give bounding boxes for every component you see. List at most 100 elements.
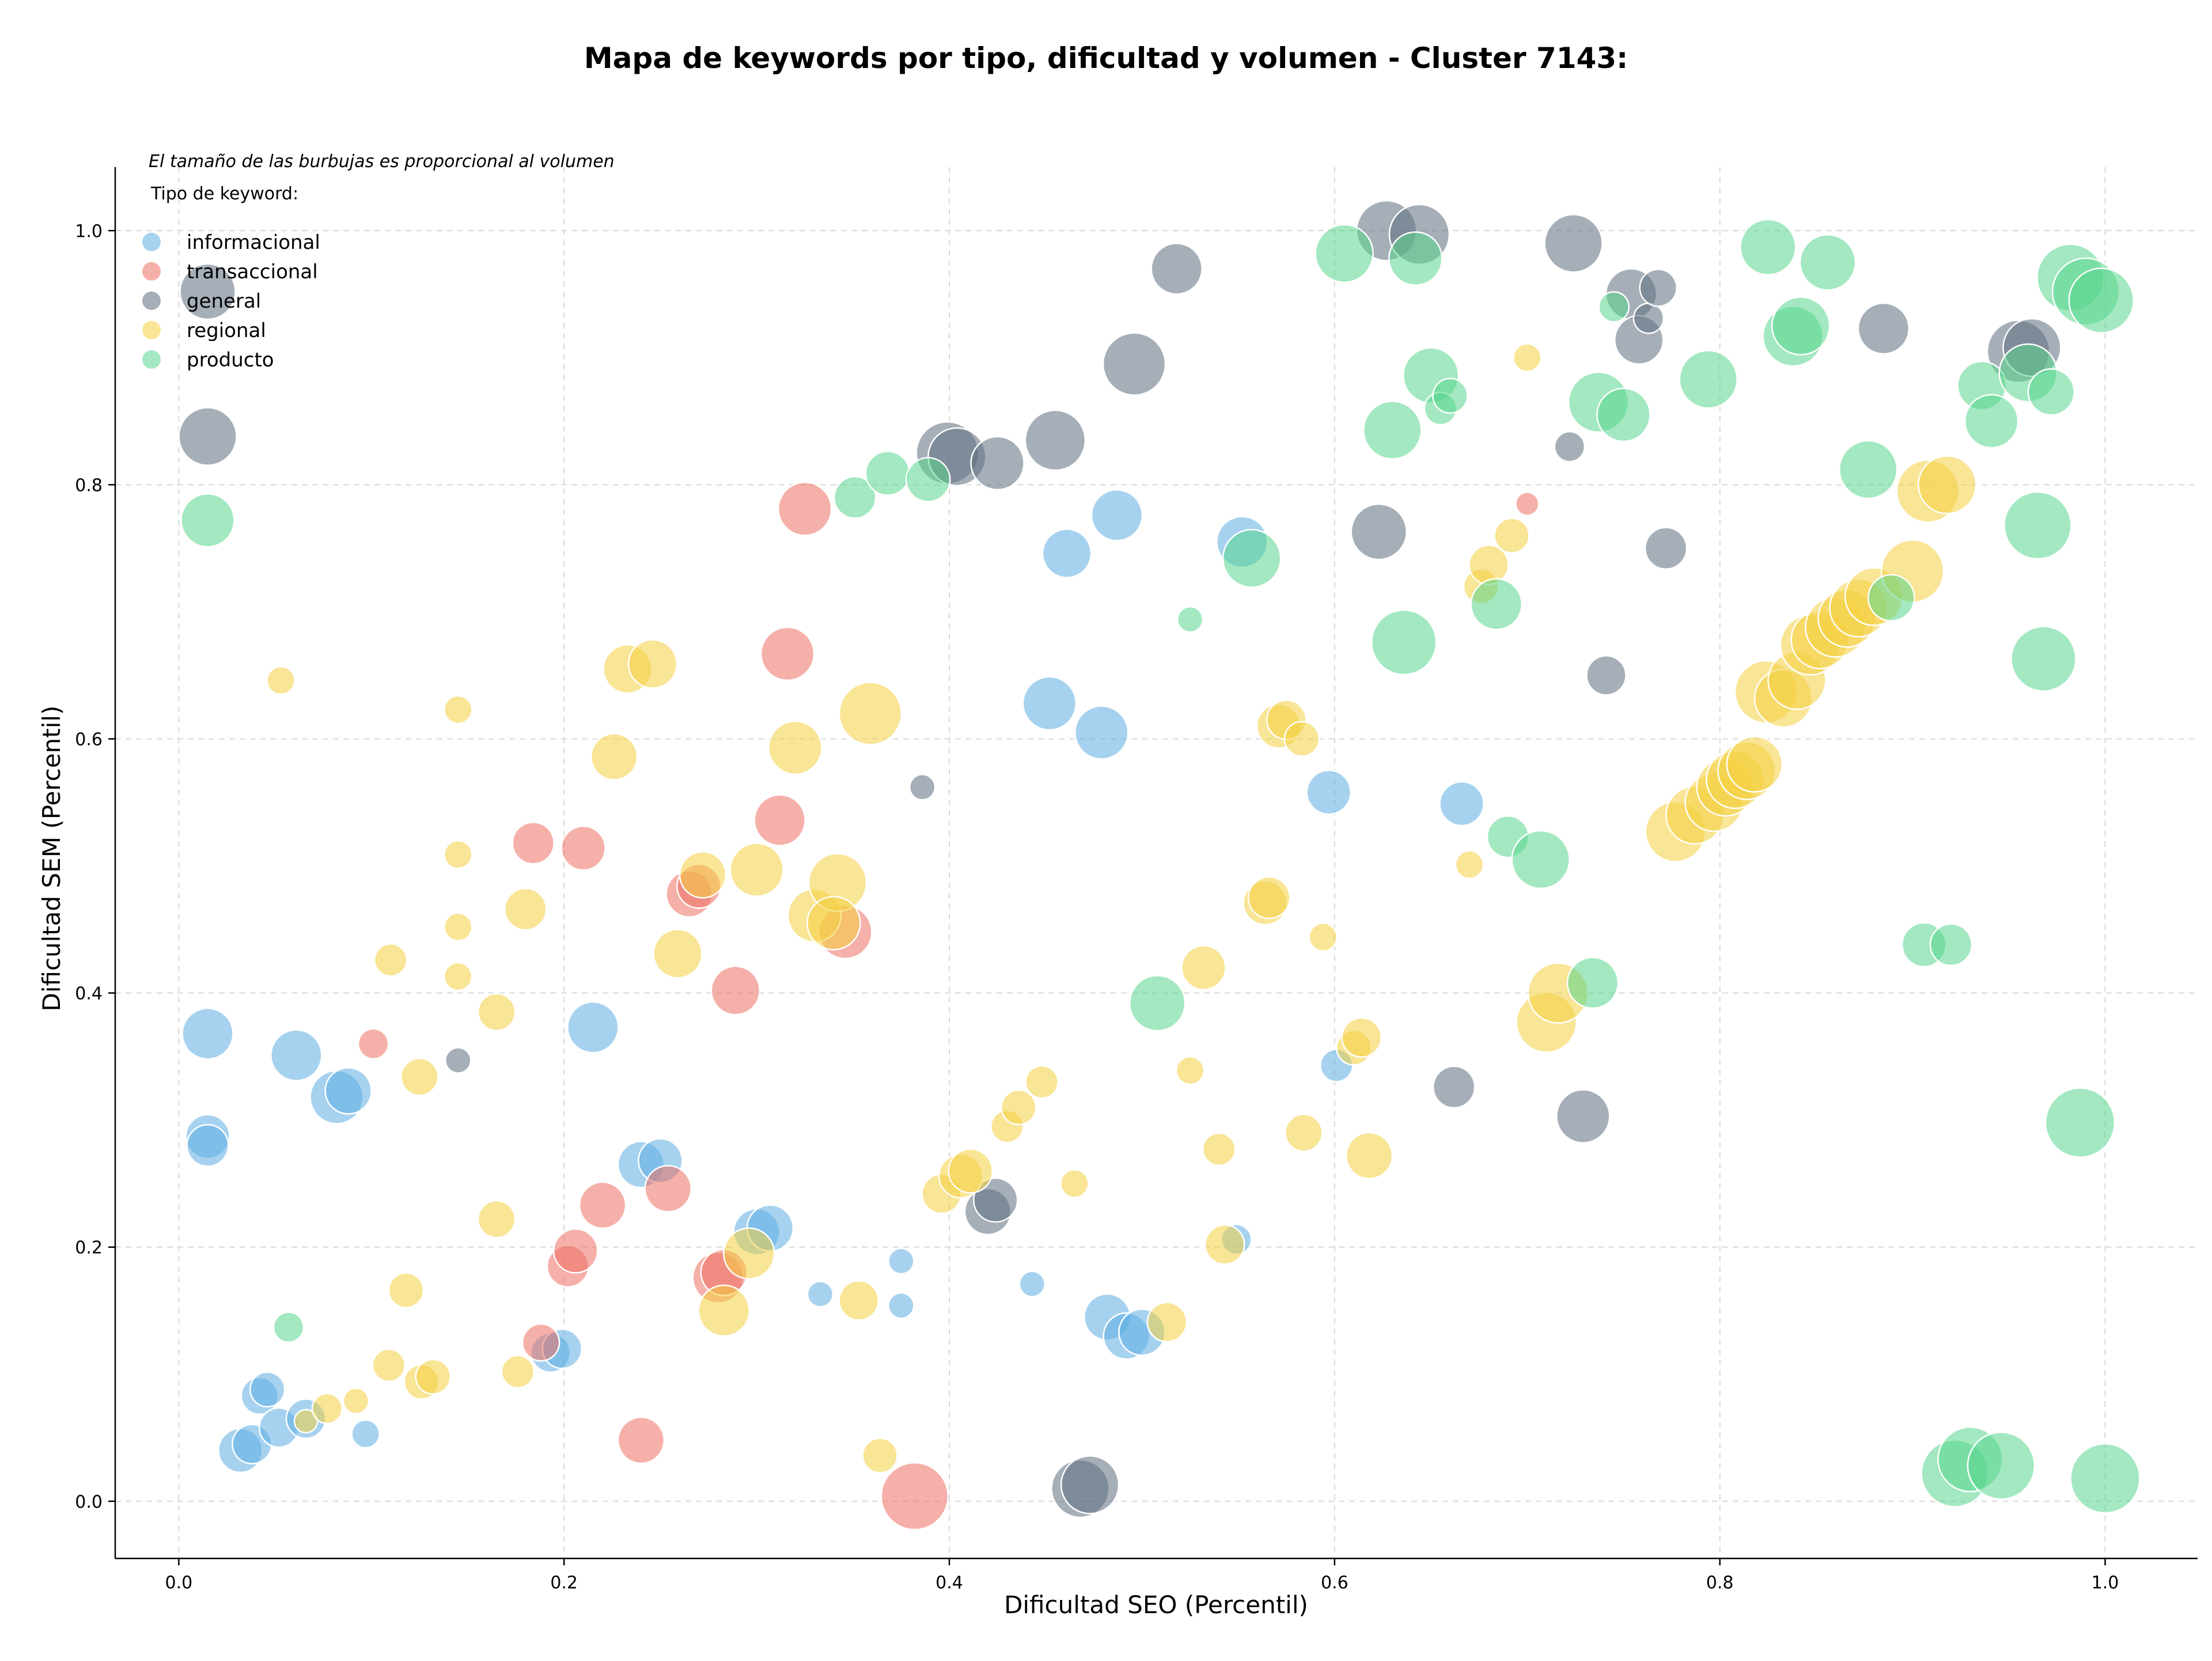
x-tick-label: 0.4	[935, 1573, 963, 1593]
x-axis-label: Dificultad SEO (Percentil)	[1004, 1591, 1308, 1619]
bubble-regional	[1308, 922, 1338, 952]
x-tick-label: 0.8	[1706, 1573, 1734, 1593]
bubble-producto	[1511, 830, 1570, 890]
bubble-producto	[1432, 377, 1468, 414]
legend-item-producto: producto	[142, 349, 274, 372]
bubble-regional	[400, 1057, 439, 1096]
series-producto	[180, 218, 2141, 1514]
bubble-regional	[501, 1354, 535, 1389]
bubble-general	[1633, 302, 1665, 334]
bubble-general	[908, 774, 936, 801]
bubble-regional	[1494, 517, 1530, 554]
bubble-regional	[1341, 1017, 1382, 1058]
bubble-regional	[768, 720, 823, 775]
bubble-regional	[1025, 1065, 1059, 1099]
bubble-producto	[180, 493, 235, 548]
bubble-producto	[1128, 974, 1186, 1032]
bubble-informacional	[249, 1371, 286, 1408]
bubble-regional	[862, 1437, 898, 1474]
bubble-informacional	[1018, 1270, 1046, 1297]
bubble-regional	[1512, 343, 1542, 373]
y-tick-label: 0.4	[75, 984, 103, 1004]
series-regional	[266, 343, 1977, 1474]
bubble-informacional	[806, 1281, 834, 1308]
y-tick-label: 1.0	[75, 221, 103, 241]
bubble-regional	[698, 1284, 750, 1337]
bubble-transaccional	[710, 965, 761, 1016]
bubble-regional	[415, 1359, 452, 1395]
bubble-informacional	[1041, 528, 1092, 578]
bubble-informacional	[181, 1007, 234, 1060]
bubble-transaccional	[357, 1028, 389, 1060]
bubble-regional	[1060, 1169, 1089, 1198]
bubble-regional	[838, 1280, 880, 1321]
legend-label: producto	[187, 349, 274, 372]
legend-items: informacional transaccional general regiona…	[142, 231, 320, 372]
y-axis-label: Dificultad SEM (Percentil)	[37, 706, 66, 1012]
bubble-regional	[722, 1227, 775, 1280]
bubble-general	[1102, 332, 1166, 396]
bubble-general	[970, 436, 1025, 491]
bubble-regional	[1345, 1132, 1393, 1180]
legend-label: transaccional	[187, 260, 318, 283]
axis-ticks: 0.0 0.2 0.4 0.6 0.8 1.0 0.0 0.2 0.4 0.6 0.8 1.0	[75, 221, 2119, 1593]
bubble-informacional	[567, 1001, 619, 1054]
bubble-producto	[2044, 1087, 2116, 1158]
bubble-transaccional	[560, 825, 606, 871]
bubble-transaccional	[521, 1323, 560, 1362]
legend-marker	[142, 262, 161, 281]
chart-title: Mapa de keywords por tipo, dificultad y …	[584, 41, 1628, 75]
bubble-regional	[1285, 1113, 1323, 1152]
bubble-producto	[865, 451, 911, 496]
x-tick-label: 0.0	[165, 1573, 192, 1593]
bubble-transaccional	[777, 482, 832, 536]
bubble-regional	[342, 1387, 370, 1414]
bubble-general	[1644, 527, 1688, 570]
bubble-producto	[1566, 956, 1619, 1009]
bubble-general	[1555, 1089, 1611, 1144]
bubble-regional	[1181, 945, 1226, 990]
y-tick-label: 0.2	[75, 1238, 103, 1258]
bubble-informacional	[270, 1029, 323, 1081]
bubble-general	[179, 263, 236, 320]
bubble-informacional	[888, 1247, 915, 1275]
bubble-general	[1150, 243, 1203, 295]
bubble-regional	[372, 1348, 406, 1383]
y-tick-label: 0.6	[75, 729, 103, 750]
bubble-regional	[1468, 544, 1509, 585]
bubble-transaccional	[552, 1228, 599, 1274]
x-tick-label: 0.2	[550, 1573, 578, 1593]
legend-note: El tamaño de las burbujas es proporciona…	[149, 152, 615, 172]
legend-marker	[142, 233, 161, 251]
bubble-regional	[1918, 455, 1977, 514]
legend-marker	[142, 292, 161, 310]
legend-item-regional: regional	[142, 319, 266, 342]
bubble-regional	[388, 1272, 425, 1308]
bubble-informacional	[888, 1292, 915, 1319]
bubble-producto	[2010, 626, 2077, 692]
bubble-regional	[653, 928, 703, 979]
bubble-regional	[806, 896, 861, 951]
bubble-general	[1432, 1065, 1476, 1109]
bubble-producto	[1362, 400, 1422, 460]
bubble-regional	[444, 962, 473, 992]
data-bubbles	[178, 200, 2141, 1531]
bubble-regional	[1202, 1132, 1236, 1167]
bubble-transaccional	[880, 1462, 949, 1531]
bubble-transaccional	[617, 1416, 665, 1465]
bubble-regional	[504, 887, 547, 931]
bubble-producto	[1838, 440, 1898, 500]
legend-marker	[142, 321, 161, 339]
bubble-transaccional	[760, 626, 815, 681]
bubble-producto	[1176, 606, 1204, 633]
bubble-general	[178, 407, 237, 466]
bubble-producto	[905, 457, 951, 502]
bubble-producto	[1967, 1431, 2036, 1500]
bubble-transaccional	[1514, 491, 1540, 516]
legend-label: regional	[187, 319, 266, 342]
y-tick-label: 0.8	[75, 475, 103, 495]
bubble-regional	[444, 912, 473, 942]
bubble-regional	[679, 851, 727, 899]
bubble-general	[1639, 268, 1677, 307]
